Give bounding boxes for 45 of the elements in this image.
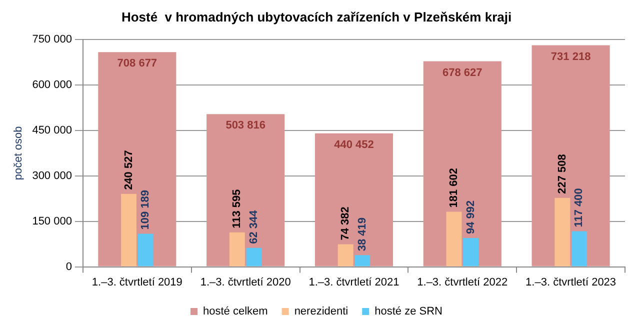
x-tick-label: 1.–3. čtvrtletí 2019: [92, 276, 182, 288]
bar: [121, 194, 136, 266]
legend-label: hosté celkem: [203, 306, 268, 318]
data-label: 62 344: [248, 209, 260, 244]
bar: [314, 133, 394, 266]
x-tick-label: 1.–3. čtvrtletí 2023: [526, 276, 616, 288]
x-tick-label: 1.–3. čtvrtletí 2021: [308, 276, 400, 288]
y-tick-label: 750 000: [32, 34, 72, 46]
bar: [571, 231, 587, 266]
data-label: 181 602: [448, 168, 460, 208]
x-tick-label: 1.–3. čtvrtletí 2022: [417, 276, 508, 288]
data-label: 731 218: [550, 50, 591, 63]
data-label: 109 189: [140, 190, 152, 230]
data-label: 708 677: [117, 58, 158, 70]
bar: [206, 114, 285, 266]
data-label: 227 508: [556, 154, 568, 194]
y-tick-label: 150 000: [32, 215, 72, 228]
bar: [554, 198, 570, 266]
y-tick-label: 300 000: [32, 170, 72, 182]
y-tick-label: 450 000: [32, 124, 72, 137]
bar: [446, 212, 462, 266]
bar: [246, 248, 262, 266]
y-tick-label: 600 000: [32, 79, 72, 92]
bar: [354, 255, 370, 266]
data-label: 74 382: [340, 206, 352, 240]
data-label: 240 527: [122, 150, 135, 190]
data-label: 38 419: [356, 218, 368, 252]
data-label: 678 627: [442, 66, 482, 79]
data-label: 113 595: [231, 189, 244, 228]
data-label: 503 816: [226, 120, 266, 132]
bar: [229, 232, 245, 266]
bar: [138, 234, 154, 266]
bar: [463, 238, 479, 266]
data-label: 117 400: [573, 188, 586, 228]
y-tick-label: 0: [66, 260, 72, 273]
x-tick-label: 1.–3. čtvrtletí 2020: [200, 276, 291, 288]
legend-label: hosté ze SRN: [374, 306, 443, 318]
y-axis-title: počet osob: [12, 126, 25, 180]
data-label: 94 992: [464, 200, 477, 234]
chart-title: Hosté v hromadných ubytovacích zařízeních v Plzeňském kraji: [121, 9, 512, 24]
bar: [423, 61, 502, 266]
legend-label: nerezidenti: [294, 306, 348, 318]
bar: [532, 45, 610, 266]
bar: [338, 244, 354, 266]
data-label: 440 452: [334, 138, 374, 151]
